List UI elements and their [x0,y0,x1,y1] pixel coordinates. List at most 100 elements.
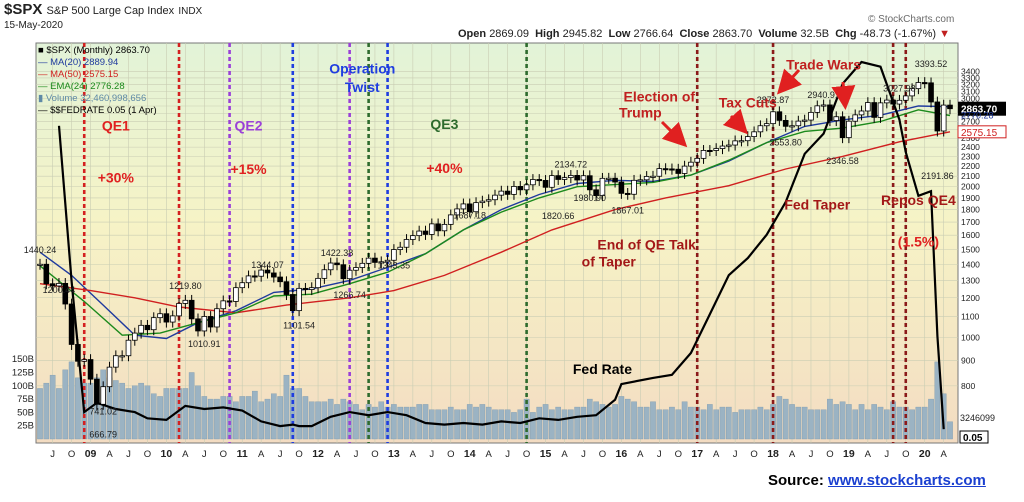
price-bar [650,175,656,178]
volume-bar [776,396,783,440]
volume-bar [517,409,524,440]
x-tick-label: J [354,449,359,460]
exchange: INDX [178,6,203,17]
volume-bar [624,398,631,440]
x-tick-label: 12 [312,448,324,460]
volume-bars [37,361,953,440]
y-tick-label: 2000 [961,182,980,192]
x-tick-label: J [884,449,889,460]
price-bar [106,366,113,388]
x-tick-label: A [637,449,644,460]
y-tick-label: 2200 [961,161,980,171]
volume-bar [650,401,656,440]
price-bar [700,150,707,159]
price-bar [568,175,574,178]
volume-bar [460,409,467,440]
x-tick-label: J [429,449,434,460]
price-bar [473,202,479,213]
price-bar [454,208,460,216]
price-bar [940,104,947,132]
price-bar [403,239,410,248]
legend-ma20: — MA(20) 2889.94 [38,57,119,68]
price-bar [277,276,283,283]
price-bar [561,177,568,180]
ma50-line [39,131,951,314]
x-tick-label: 09 [85,448,97,460]
price-bar [820,104,827,107]
y-tick-label: 2700 [961,117,980,127]
x-tick-label: O [523,449,530,460]
volume-bar [391,404,397,440]
volume-bar [245,396,252,440]
annotation: Election of [624,89,696,105]
price-bar [233,287,239,302]
price-bar [359,262,366,268]
volume-bar [846,404,852,440]
price-bar [751,131,757,138]
volume-bar [315,401,321,440]
volume-bar [757,406,764,440]
volume-bar [195,385,201,440]
price-bar [605,177,612,180]
volume-bar [163,388,170,440]
price-bar [757,125,764,133]
annotation: QE2 [235,118,263,134]
price-bar [460,203,467,210]
y-axis: 800 900 1000 1100 1200 1300 1400 1500 1600 1700 18… [957,66,1007,444]
x-tick-label: 14 [464,448,476,460]
volume-bar [896,406,903,440]
volume-bar [201,396,208,440]
price-bar [271,272,277,278]
y-tick-label: 2400 [961,142,980,152]
x-tick-label: A [486,449,493,460]
source-link[interactable]: www.stockcharts.com [828,472,986,489]
price-bar [555,175,561,180]
volume-bar [271,393,277,440]
ma20-label: 2770.28 [961,110,994,120]
volume-bar [466,404,473,440]
last-volume-label: 3246099 [960,413,995,423]
price-bar [157,313,163,319]
price-label: 3393.52 [915,59,948,69]
price-bar [447,214,454,225]
price-bar [624,192,631,195]
tradewars-arrow-1 [776,68,802,95]
volume-bar [738,409,745,440]
gridlines [36,43,958,443]
x-tick-label: A [561,449,568,460]
price-bar [113,355,119,368]
volume-bar [327,398,334,440]
price-bar [580,175,587,181]
price-bar [511,186,517,195]
y-tick-label: 2300 [961,151,980,161]
annotation: Twist [345,79,380,95]
x-tick-label: 10 [161,448,173,460]
x-tick-label: O [447,449,454,460]
volume-bar [827,398,833,440]
price-bar [466,203,473,213]
volume-bar [580,406,587,440]
volume-tick-label: 25B [17,421,34,432]
price-bar [296,287,302,312]
annotation: End of QE Talk [597,236,696,252]
price-label: 2872.87 [757,95,790,105]
price-bar [56,282,62,287]
y-tick-label: 800 [961,381,975,391]
y-tick-label: 900 [961,355,975,365]
price-bar [833,116,840,121]
price-bar [669,168,675,171]
price-label: 741.02 [89,407,117,417]
x-tick-label: O [750,449,757,460]
x-tick-label: A [106,449,113,460]
x-tick-label: A [182,449,189,460]
volume-tick-label: 150B [12,354,34,365]
annotation: (1.5%) [898,233,939,249]
price-bar [523,184,530,191]
price-label: 2553.80 [769,138,802,148]
price-labels: 1440.24 1200.44 741.02 666.79 1219.80 1010.91… [24,59,954,440]
x-tick-label: A [334,449,341,460]
volume-bar [921,406,928,440]
x-tick-label: J [50,449,55,460]
volume-bar [479,404,486,440]
price-bar [182,299,189,304]
